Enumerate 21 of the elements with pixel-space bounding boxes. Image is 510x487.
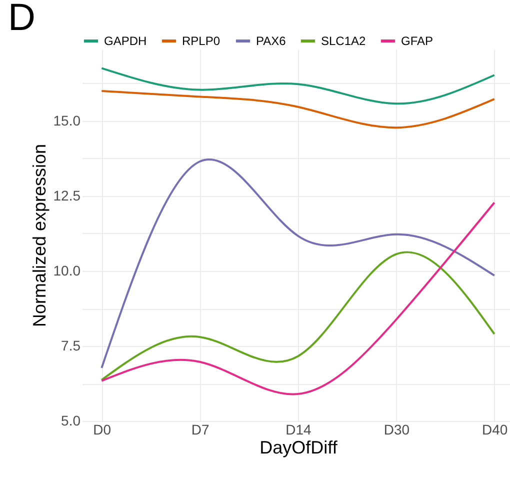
y-axis-title: Normalized expression <box>29 144 50 328</box>
x-tick-label: D7 <box>191 422 210 438</box>
legend-label: SLC1A2 <box>321 34 366 48</box>
line-series <box>100 202 496 396</box>
x-tick-label: D30 <box>384 422 410 438</box>
y-tick-label: 5.0 <box>61 412 81 428</box>
y-tick-label: 10.0 <box>53 262 81 278</box>
y-tick-label: 12.5 <box>53 188 81 204</box>
legend-label: RPLP0 <box>182 34 220 48</box>
line-series <box>100 90 496 129</box>
x-tick-label: D14 <box>286 422 312 438</box>
legend-label: PAX6 <box>256 34 286 48</box>
line-series <box>100 67 496 105</box>
x-tick-label: D40 <box>482 422 508 438</box>
legend-label: GFAP <box>401 34 434 48</box>
y-tick-label: 15.0 <box>53 112 81 128</box>
legend-label: GAPDH <box>104 34 147 48</box>
y-tick-label: 7.5 <box>61 338 81 354</box>
x-axis-title: DayOfDiff <box>260 438 338 458</box>
chart-title: D <box>8 0 36 39</box>
x-tick-label: D0 <box>93 422 112 438</box>
